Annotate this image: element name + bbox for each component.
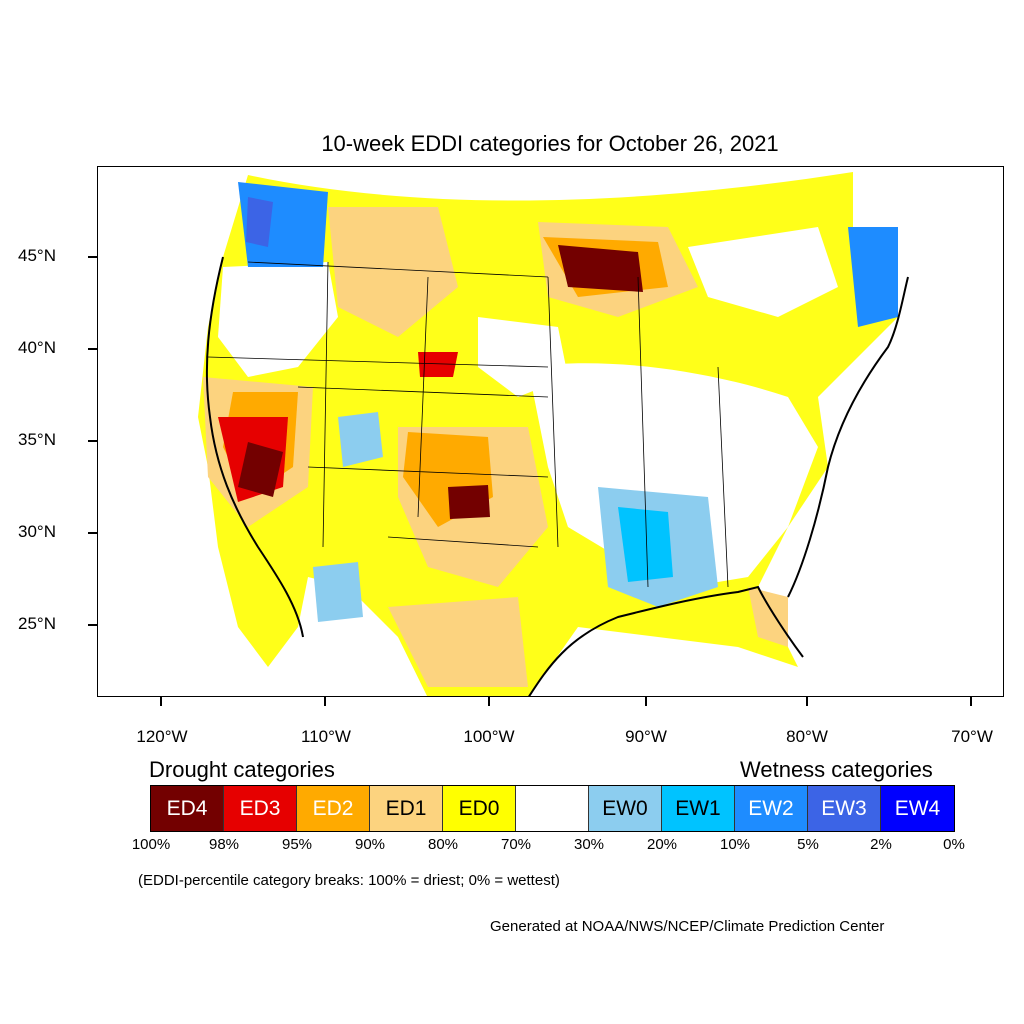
x-tick	[160, 697, 162, 706]
x-label: 100°W	[463, 727, 515, 746]
legend-box-ed0: ED0	[443, 786, 516, 831]
percentile-label: 5%	[797, 836, 819, 853]
y-label: 25°N	[18, 614, 56, 633]
percentile-label: 100%	[131, 836, 171, 853]
y-label: 35°N	[18, 430, 56, 449]
ed4-region-minnesota	[558, 245, 643, 292]
x-label: 110°W	[301, 727, 351, 746]
legend-box-ew0: EW0	[589, 786, 662, 831]
ew-region-utah	[338, 412, 383, 467]
legend-box-ed1: ED1	[370, 786, 443, 831]
legend-box-ew3: EW3	[808, 786, 881, 831]
x-tick	[645, 697, 647, 706]
percentile-label: 0%	[943, 836, 965, 853]
coastline	[205, 256, 909, 696]
percentile-label: 2%	[870, 836, 892, 853]
percentile-label: 30%	[573, 836, 605, 853]
state-boundaries	[207, 261, 729, 588]
y-label: 45°N	[18, 246, 56, 265]
y-label: 40°N	[18, 338, 56, 357]
normal-region-northeast	[688, 227, 838, 317]
x-label: 90°W	[625, 727, 667, 746]
legend-box-ew2: EW2	[735, 786, 808, 831]
legend-box-ew4: EW4	[881, 786, 954, 831]
legend-box-ed4: ED4	[151, 786, 224, 831]
x-tick	[806, 697, 808, 706]
legend-box-normal	[516, 786, 589, 831]
legend-box-ed3: ED3	[224, 786, 297, 831]
map-canvas	[198, 172, 909, 696]
ew-region-mexico	[313, 562, 363, 622]
map-title: 10-week EDDI categories for October 26, …	[321, 131, 779, 156]
eddi-map	[97, 166, 1004, 697]
x-label: 70°W	[951, 727, 993, 746]
x-label: 80°W	[786, 727, 828, 746]
y-tick	[88, 532, 97, 534]
category-note: (EDDI-percentile category breaks: 100% =…	[138, 872, 560, 889]
normal-region-plains	[478, 317, 568, 397]
y-tick	[88, 256, 97, 258]
ed4-region-oklahoma	[448, 485, 490, 519]
ed3-region-wyoming	[418, 352, 458, 377]
normal-region-northwest	[218, 262, 338, 377]
ew-region-new-england	[848, 227, 898, 327]
y-tick	[88, 348, 97, 350]
x-tick	[324, 697, 326, 706]
credit-line: Generated at NOAA/NWS/NCEP/Climate Predi…	[490, 918, 885, 935]
percentile-label: 70%	[500, 836, 532, 853]
percentile-label: 90%	[354, 836, 386, 853]
drought-heading: Drought categories	[149, 757, 335, 782]
x-label: 120°W	[136, 727, 188, 746]
category-legend: ED4 ED3 ED2 ED1 ED0 EW0 EW1 EW2 EW3 EW4	[150, 785, 955, 832]
percentile-label: 10%	[719, 836, 751, 853]
ew4-region-washington	[246, 197, 273, 247]
percentile-label: 80%	[427, 836, 459, 853]
y-label: 30°N	[18, 522, 56, 541]
normal-region-east	[528, 363, 818, 587]
ed1-region-texas-south	[388, 597, 528, 687]
wetness-heading: Wetness categories	[740, 757, 933, 782]
y-tick	[88, 624, 97, 626]
legend-box-ew1: EW1	[662, 786, 735, 831]
x-tick	[970, 697, 972, 706]
percentile-label: 95%	[281, 836, 313, 853]
percentile-label: 20%	[646, 836, 678, 853]
legend-box-ed2: ED2	[297, 786, 370, 831]
percentile-label: 98%	[208, 836, 240, 853]
ed1-region-florida	[748, 587, 788, 647]
x-tick	[488, 697, 490, 706]
ew1-region-mississippi	[618, 507, 673, 582]
ed4-region-california	[238, 442, 283, 497]
y-tick	[88, 440, 97, 442]
ed1-region-rockies	[328, 207, 458, 337]
